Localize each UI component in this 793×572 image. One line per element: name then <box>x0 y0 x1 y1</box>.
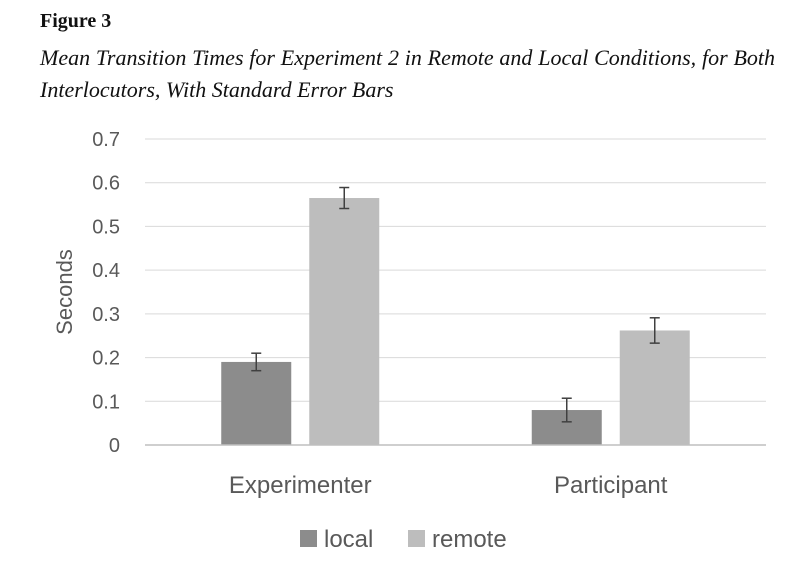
legend-swatch-remote <box>408 530 425 547</box>
figure-label: Figure 3 <box>40 10 112 32</box>
y-tick-label: 0 <box>109 435 120 457</box>
error-bar-local <box>561 397 572 423</box>
y-tick-label: 0.2 <box>92 348 120 370</box>
y-tick-label: 0.4 <box>92 260 120 282</box>
y-tick-label: 0.5 <box>92 216 120 238</box>
y-tick-label: 0.6 <box>92 173 120 195</box>
bars <box>221 198 690 445</box>
y-tick-label: 0.1 <box>92 391 120 413</box>
y-tick-label: 0.7 <box>92 129 120 151</box>
legend-label-remote: remote <box>432 526 507 553</box>
y-tick-label: 0.3 <box>92 304 120 326</box>
error-bar-remote <box>339 186 350 210</box>
error-bars <box>251 186 660 423</box>
bar-remote <box>619 330 690 445</box>
bar-local <box>221 361 292 445</box>
bar-remote <box>309 198 380 445</box>
x-category-label: Experimenter <box>229 472 372 499</box>
y-axis-ticks: 0 0.1 0.2 0.3 0.4 0.5 0.6 0.7 <box>92 129 120 457</box>
y-axis-label: Seconds <box>52 249 77 335</box>
legend: local remote <box>300 526 507 553</box>
error-bar-local <box>251 352 262 372</box>
figure-title: Mean Transition Times for Experiment 2 i… <box>40 45 775 102</box>
legend-label-local: local <box>324 526 373 553</box>
error-bar-remote <box>649 317 660 344</box>
x-axis-categories: Experimenter Participant <box>229 472 668 499</box>
legend-swatch-local <box>300 530 317 547</box>
x-category-label: Participant <box>554 472 668 499</box>
